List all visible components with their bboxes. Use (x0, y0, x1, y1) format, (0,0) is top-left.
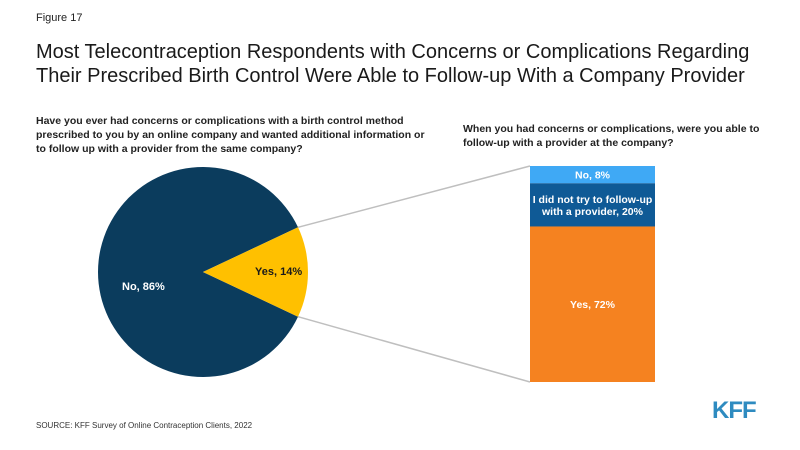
source-note: SOURCE: KFF Survey of Online Contracepti… (36, 421, 253, 430)
connector-lines (297, 165, 531, 383)
pie-question: Have you ever had concerns or complicati… (36, 115, 425, 155)
pie-label-yes: Yes, 14% (255, 266, 302, 278)
connector-line-bottom (297, 315, 531, 383)
pie-slice-yes (203, 227, 308, 317)
bar-segment-no (530, 166, 655, 184)
figure-label: Figure 17 (36, 12, 83, 24)
bar-label-did-not-try: I did not try to follow-up with a provide… (533, 194, 653, 218)
pie-chart (98, 167, 308, 378)
bar-label-yes: Yes, 72% (570, 299, 616, 311)
title-line-1: Most Telecontraception Respondents with … (36, 41, 750, 63)
pie-slice-no (98, 167, 299, 378)
bar-segment-yes (530, 226, 655, 382)
stacked-bar-chart (530, 166, 655, 382)
kff-logo: KFF (712, 397, 757, 424)
bar-question: When you had concerns or complications, … (463, 123, 760, 149)
chart-title: Most Telecontraception Respondents with … (36, 40, 776, 88)
title-line-2: Their Prescribed Birth Control Were Able… (36, 65, 745, 87)
pie-label-no: No, 86% (122, 281, 165, 293)
connector-line-top (297, 165, 531, 229)
bar-label-no: No, 8% (575, 170, 611, 182)
bar-segment-did-not-try (530, 183, 655, 227)
chart-labels: No, 86% Yes, 14% No, 8% I did not try to fo… (122, 170, 652, 312)
